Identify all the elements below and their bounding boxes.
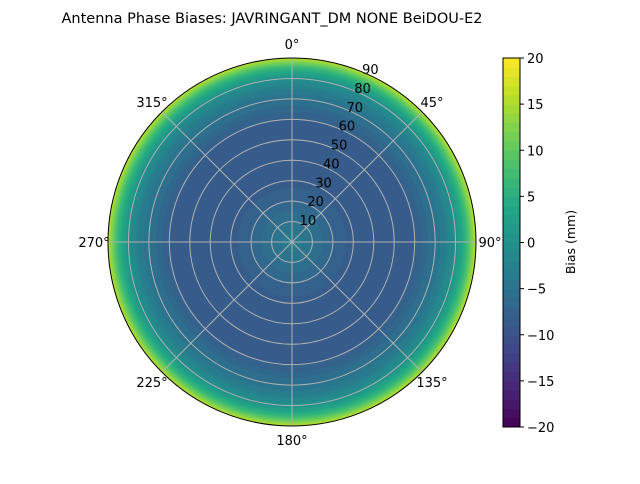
angular-tick-label: 315° [136, 96, 167, 111]
colorbar-level [503, 205, 520, 216]
colorbar-level [503, 196, 520, 207]
colorbar-level [503, 159, 520, 170]
angular-gridline [161, 241, 293, 373]
colorbar-ticks: 20 15 10 5 0 −5 −10 −15 −20 [520, 52, 554, 436]
angular-gridline [291, 241, 423, 373]
colorbar-level [503, 251, 520, 262]
colorbar-level [503, 58, 520, 68]
angular-tick-labels: 0° 45° 90° 135° 180° 225° 270° 315° [78, 38, 501, 449]
radial-tick-label: 80 [354, 82, 371, 97]
colorbar-level [503, 297, 520, 308]
colorbar-level [503, 417, 520, 428]
radial-tick-label: 30 [315, 176, 332, 191]
colorbar-tick-label: −10 [527, 329, 554, 344]
colorbar-level [503, 168, 520, 179]
angular-tick-label: 135° [416, 376, 447, 391]
radial-tick-label: 50 [331, 139, 348, 154]
colorbar [502, 57, 521, 428]
colorbar-level [503, 131, 520, 142]
colorbar-level [503, 94, 520, 105]
colorbar-level [503, 122, 520, 133]
colorbar-level [503, 177, 520, 188]
colorbar-level [503, 113, 520, 124]
colorbar-level [503, 224, 520, 234]
colorbar-level [503, 260, 520, 271]
colorbar-level [503, 242, 520, 253]
chart-title: Antenna Phase Biases: JAVRINGANT_DM NONE… [62, 11, 483, 27]
radial-tick-label: 90 [362, 63, 379, 78]
colorbar-level [503, 233, 520, 243]
colorbar-level [503, 380, 520, 391]
polar-grid [108, 58, 476, 426]
colorbar-level [503, 67, 520, 77]
colorbar-level [503, 288, 520, 299]
colorbar-tick-label: −5 [527, 283, 546, 298]
colorbar-level [503, 214, 520, 225]
colorbar-level [503, 399, 520, 410]
angular-gridline [291, 111, 423, 243]
angular-tick-label: 180° [276, 434, 307, 449]
colorbar-level [503, 76, 520, 87]
angular-tick-label: 225° [136, 376, 167, 391]
colorbar-level [503, 85, 520, 96]
colorbar-label: Bias (mm) [563, 210, 578, 274]
colorbar-level [503, 408, 520, 419]
colorbar-level [503, 343, 520, 354]
colorbar-level [503, 325, 520, 336]
radial-tick-label: 40 [323, 157, 340, 172]
colorbar-tick-label: 5 [527, 190, 535, 205]
colorbar-tick-label: 15 [527, 98, 544, 113]
colorbar-level [503, 141, 520, 151]
colorbar-tick-label: 10 [527, 144, 544, 159]
radial-tick-label: 60 [339, 120, 356, 135]
colorbar-level [503, 334, 520, 345]
colorbar-level [503, 279, 520, 290]
angular-gridline [161, 111, 293, 243]
colorbar-level [503, 150, 520, 160]
radial-tick-labels: 10 20 30 40 50 60 70 80 90 [300, 63, 379, 229]
colorbar-tick-label: −15 [527, 375, 554, 390]
colorbar-level [503, 316, 520, 327]
angular-tick-label: 90° [478, 236, 501, 251]
colorbar-level [503, 371, 520, 382]
radial-tick-label: 10 [300, 214, 317, 229]
radial-tick-label: 70 [346, 101, 363, 116]
angular-tick-label: 45° [420, 96, 443, 111]
colorbar-tick-label: 20 [527, 52, 544, 67]
colorbar-level [503, 187, 520, 197]
colorbar-level [503, 353, 520, 363]
colorbar-level [503, 270, 520, 280]
colorbar-level [503, 390, 520, 400]
colorbar-level [503, 362, 520, 373]
radial-tick-label: 20 [307, 195, 324, 210]
angular-tick-label: 0° [285, 38, 300, 53]
polar-frame [107, 57, 477, 427]
angular-tick-label: 270° [78, 236, 109, 251]
colorbar-tick-label: −20 [527, 421, 554, 436]
colorbar-level [503, 104, 520, 114]
colorbar-level [503, 307, 520, 317]
colorbar-tick-label: 0 [527, 237, 535, 252]
